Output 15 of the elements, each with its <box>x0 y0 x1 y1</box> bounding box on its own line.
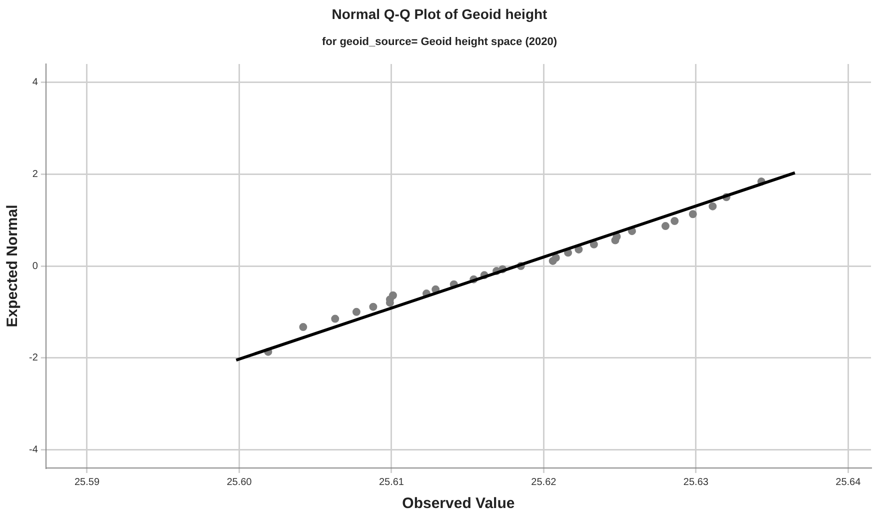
chart-subtitle: for geoid_source= Geoid height space (2020) <box>320 36 558 48</box>
y-tick-label: -4 <box>28 444 38 456</box>
y-tick-label: 0 <box>32 260 38 272</box>
x-axis-title: Observed Value <box>402 495 515 512</box>
y-tick-label: -2 <box>28 352 38 364</box>
x-tick-label: 25.64 <box>836 476 862 488</box>
y-tick-label: 2 <box>32 168 38 180</box>
chart-title: Normal Q-Q Plot of Geoid height <box>330 6 548 22</box>
y-axis-title: Expected Normal <box>4 204 22 328</box>
x-tick-label: 25.60 <box>226 476 252 488</box>
x-tick-label: 25.63 <box>683 476 709 488</box>
x-tick-label: 25.62 <box>531 476 557 488</box>
x-tick-label: 25.61 <box>378 476 404 488</box>
x-tick-label: 25.59 <box>74 476 100 488</box>
y-tick-label: 4 <box>32 77 38 88</box>
